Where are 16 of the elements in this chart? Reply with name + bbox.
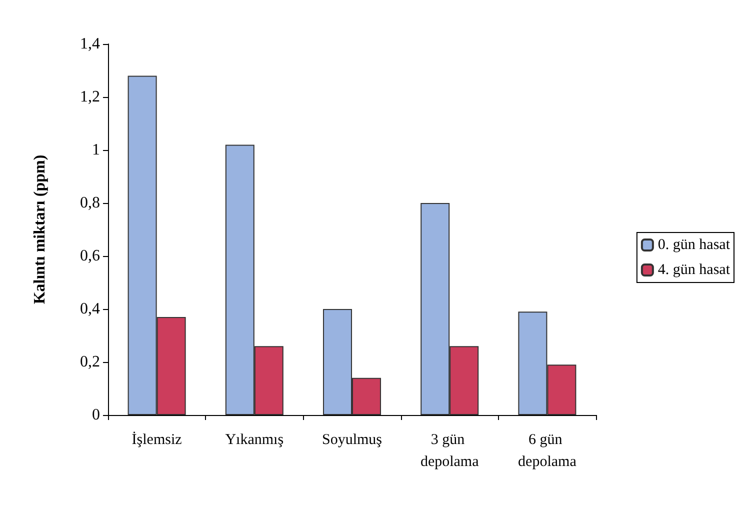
y-tick-label: 0,2 xyxy=(80,354,100,370)
legend-label: 4. gün hasat xyxy=(658,262,731,278)
x-tick-label: 6 gün depolama xyxy=(518,432,577,470)
x-tick-label: Soyulmuş xyxy=(322,432,382,448)
y-axis-title: Kalıntı miktarı (ppm) xyxy=(32,154,48,304)
x-tick-label: Yıkanmış xyxy=(225,432,284,448)
y-tick-label: 0,8 xyxy=(80,194,100,212)
legend-label: 0. gün hasat xyxy=(658,237,731,253)
y-tick-label: 1,4 xyxy=(80,36,100,52)
x-tick-label: İşlemsiz xyxy=(132,431,182,448)
y-tick-label: 1,2 xyxy=(80,88,100,106)
x-tick-label: 3 gün depolama xyxy=(420,432,480,470)
y-tick-label: 1 xyxy=(92,142,100,158)
y-tick-label: 0,6 xyxy=(80,248,100,264)
y-tick-label: 0 xyxy=(92,406,100,424)
y-tick-label: 0,4 xyxy=(80,300,100,318)
